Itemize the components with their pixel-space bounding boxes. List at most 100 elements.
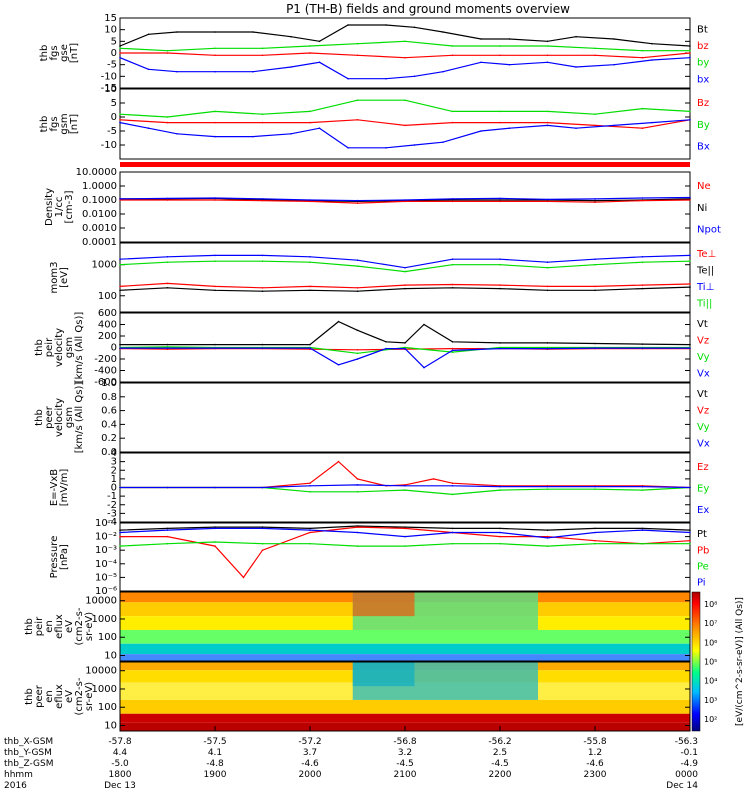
point-Pi (356, 531, 359, 534)
point-bx (290, 66, 292, 68)
legend-Ey: Ey (697, 483, 709, 494)
point-Pb (119, 535, 121, 538)
point-Pt (404, 526, 406, 528)
x-tick-date: Dec 13 (104, 781, 136, 791)
point-bz (404, 56, 406, 59)
y-tick-label: -10 (101, 140, 117, 151)
colorbar-tick: 10⁶ (704, 638, 717, 647)
y-axis-label: thb (24, 688, 35, 705)
legend-Pi: Pi (697, 578, 706, 589)
point-Pi (261, 527, 264, 530)
point-Vz (356, 349, 359, 351)
point-Ti⊥ (214, 254, 216, 257)
legend-Vz: Vz (697, 336, 709, 347)
legend-Ez: Ez (697, 462, 709, 473)
x-tick-y: -0.1 (680, 748, 698, 758)
point-Ez (451, 482, 454, 485)
point-Te⊥ (119, 285, 121, 288)
y-tick-label: -2 (107, 500, 117, 511)
point-Bt (176, 31, 178, 33)
point-By (119, 113, 121, 115)
x-tick-hhmm: 2100 (394, 770, 417, 780)
panel-peir_spec: 10000 1000 100 10 thb peir en eflux eV (cm2-s-sr-… (24, 591, 691, 662)
point-Vx (337, 364, 340, 366)
y-tick-label: 1000 (92, 684, 117, 695)
point-Pe (689, 542, 691, 545)
point-Bx (176, 133, 178, 135)
point-Ey (594, 488, 596, 491)
point-by (261, 47, 264, 50)
point-Vt (337, 320, 340, 323)
point-Vt (594, 342, 596, 345)
legend-Vx: Vx (697, 439, 710, 450)
point-Vt (309, 343, 311, 346)
point-bz (594, 54, 596, 57)
y-tick-label: 100 (98, 632, 117, 643)
panel-peer_spec: 10000 1000 100 10 thb peer en eflux eV (cm2-s-sr-… (24, 661, 691, 732)
y-axis-label: velocity (54, 328, 65, 367)
point-Te|| (641, 287, 644, 290)
point-Pt (309, 527, 311, 530)
point-Ex (499, 485, 501, 488)
x-tick-y: 3.2 (398, 748, 412, 758)
point-Ne (404, 200, 406, 203)
legend-Bx: Bx (697, 142, 710, 153)
point-Te⊥ (261, 287, 264, 289)
y-axis-label: [mV/m] (59, 469, 70, 507)
point-Te|| (404, 287, 406, 290)
point-By (689, 110, 691, 113)
point-by (166, 49, 169, 52)
point-Te⊥ (214, 285, 216, 288)
point-bx (318, 61, 321, 64)
point-Te|| (546, 289, 549, 292)
colorbar-tick: 10² (704, 715, 717, 724)
y-tick-label: -4 (107, 517, 117, 528)
point-Ne (119, 199, 121, 201)
y-tick-label: 0.1000 (82, 195, 117, 206)
point-Vx (546, 347, 549, 350)
point-Bx (613, 124, 615, 127)
y-tick-label: 1.0000 (82, 181, 117, 192)
point-Ex (309, 485, 311, 487)
legend-Vy: Vy (697, 352, 710, 363)
point-Pi (594, 531, 596, 534)
point-Vt (166, 343, 169, 346)
point-Te⊥ (166, 282, 169, 285)
y-tick-label: -10 (101, 71, 117, 82)
x-tick-x: -57.8 (108, 737, 132, 747)
point-Pi (404, 535, 406, 538)
point-Ex (261, 486, 264, 489)
point-By (166, 116, 169, 118)
point-Te⊥ (356, 287, 359, 289)
y-tick-label: 0.6 (101, 406, 117, 417)
point-Ne (641, 199, 644, 202)
colorbar-tick: 10³ (704, 696, 717, 705)
point-by (451, 45, 454, 47)
point-Bt (119, 45, 121, 47)
point-Bt (252, 31, 254, 33)
legend-Ex: Ex (697, 505, 709, 516)
spectrogram-band-4 (120, 643, 690, 655)
separator-bar (120, 162, 690, 167)
legend-Vz: Vz (697, 406, 709, 417)
point-Vx (451, 349, 454, 352)
legend-bx: bx (697, 74, 709, 85)
point-bx (651, 59, 653, 61)
point-Te⊥ (309, 285, 311, 288)
point-By (641, 107, 644, 110)
point-by (309, 45, 311, 47)
y-tick-label: 1 (111, 474, 117, 485)
y-tick-label: 10⁻⁴ (95, 559, 117, 570)
point-bz (119, 52, 121, 54)
point-Pt (356, 525, 359, 527)
point-by (641, 49, 644, 52)
point-Ne (356, 202, 359, 204)
point-Bz (546, 121, 549, 124)
point-bz (261, 54, 264, 57)
y-tick-label: 10⁻² (95, 532, 117, 543)
point-By (261, 113, 264, 115)
point-Npot (499, 197, 501, 200)
point-Te⊥ (689, 283, 691, 285)
point-Bx (413, 144, 416, 146)
point-bx (385, 77, 387, 80)
